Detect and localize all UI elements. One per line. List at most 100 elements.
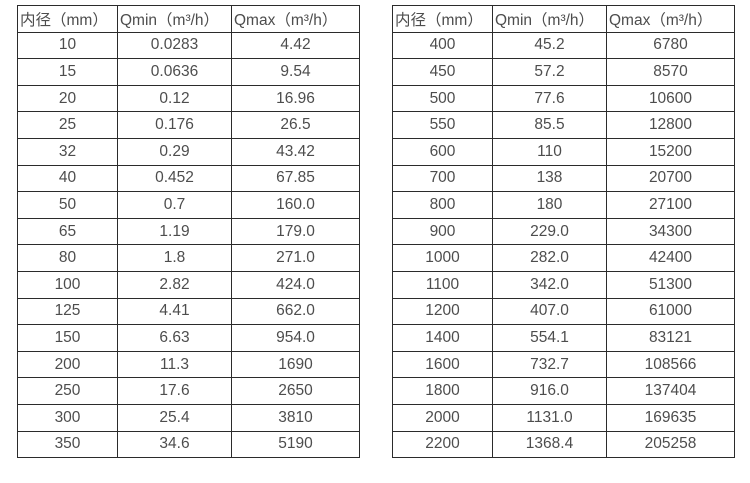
table-row: 700 138 20700 [392, 164, 735, 193]
table-cell: 2200 [392, 430, 493, 459]
table-cell: 342.0 [492, 270, 607, 299]
table-cell: 6.63 [117, 324, 232, 352]
table-cell: 2000 [392, 403, 493, 432]
table-cell: 169635 [606, 403, 735, 432]
table-cell: 45.2 [492, 31, 607, 60]
table-cell: 80 [17, 244, 118, 272]
table-cell: 2650 [231, 377, 360, 405]
table-cell: 700 [392, 164, 493, 193]
table-row: 1100 342.0 51300 [392, 270, 735, 299]
table-row: 1200 407.0 61000 [392, 297, 735, 326]
table-cell: 160.0 [231, 191, 360, 219]
table-row: 250 17.6 2650 [17, 377, 360, 405]
table-row: 15 0.0636 9.54 [17, 58, 360, 86]
table-cell: 271.0 [231, 244, 360, 272]
table-row: 1400 554.1 83121 [392, 324, 735, 352]
table-cell: 180 [492, 191, 607, 219]
table-row: 100 2.82 424.0 [17, 270, 360, 299]
table-cell: 20700 [606, 164, 735, 193]
table-cell: 27100 [606, 191, 735, 219]
table-cell: 57.2 [492, 58, 607, 86]
flow-table-small-diameters: 内径（mm） Qmin（m³/h） Qmax（m³/h） 10 0.0283 4.4… [17, 5, 360, 459]
table-cell: 554.1 [492, 324, 607, 352]
table-cell: 900 [392, 217, 493, 246]
table-cell: 15200 [606, 137, 735, 166]
table-cell: 662.0 [231, 297, 360, 326]
table-row: 40 0.452 67.85 [17, 164, 360, 193]
table-row: 32 0.29 43.42 [17, 137, 360, 166]
table-row: 900 229.0 34300 [392, 217, 735, 246]
table-cell: 0.176 [117, 111, 232, 139]
table-cell: 25 [17, 111, 118, 139]
table-cell: 1800 [392, 377, 493, 405]
table-cell: 50 [17, 191, 118, 219]
table-row: 800 180 27100 [392, 191, 735, 219]
table-cell: 205258 [606, 430, 735, 459]
table-cell: 1600 [392, 350, 493, 379]
table-cell: 10 [17, 31, 118, 60]
table-row: 550 85.5 12800 [392, 111, 735, 139]
table-cell: 42400 [606, 244, 735, 272]
table-cell: 2.82 [117, 270, 232, 299]
table-cell: 137404 [606, 377, 735, 405]
table-row: 20 0.12 16.96 [17, 84, 360, 113]
table-cell: 65 [17, 217, 118, 246]
table-row: 300 25.4 3810 [17, 403, 360, 432]
table-cell: 67.85 [231, 164, 360, 193]
table-cell: 1131.0 [492, 403, 607, 432]
column-header-qmax: Qmax（m³/h） [606, 5, 735, 33]
table-cell: 100 [17, 270, 118, 299]
table-row: 10 0.0283 4.42 [17, 31, 360, 60]
table-cell: 10600 [606, 84, 735, 113]
table-cell: 200 [17, 350, 118, 379]
table-row: 150 6.63 954.0 [17, 324, 360, 352]
table-cell: 150 [17, 324, 118, 352]
table-cell: 17.6 [117, 377, 232, 405]
table-cell: 0.0283 [117, 31, 232, 60]
column-header-qmax: Qmax（m³/h） [231, 5, 360, 33]
table-cell: 1000 [392, 244, 493, 272]
table-cell: 800 [392, 191, 493, 219]
table-cell: 0.7 [117, 191, 232, 219]
table-cell: 83121 [606, 324, 735, 352]
table-cell: 3810 [231, 403, 360, 432]
table-cell: 550 [392, 111, 493, 139]
table-cell: 51300 [606, 270, 735, 299]
table-cell: 350 [17, 430, 118, 459]
table-cell: 108566 [606, 350, 735, 379]
column-header-inner-diameter: 内径（mm） [17, 5, 118, 33]
table-row: 500 77.6 10600 [392, 84, 735, 113]
table-row: 400 45.2 6780 [392, 31, 735, 60]
table-cell: 9.54 [231, 58, 360, 86]
table-cell: 600 [392, 137, 493, 166]
table-cell: 110 [492, 137, 607, 166]
table-cell: 282.0 [492, 244, 607, 272]
table-cell: 0.12 [117, 84, 232, 113]
table-cell: 138 [492, 164, 607, 193]
table-row: 600 110 15200 [392, 137, 735, 166]
table-row: 2200 1368.4 205258 [392, 430, 735, 459]
table-row: 1000 282.0 42400 [392, 244, 735, 272]
table-cell: 25.4 [117, 403, 232, 432]
table-cell: 26.5 [231, 111, 360, 139]
table-cell: 12800 [606, 111, 735, 139]
table-row: 50 0.7 160.0 [17, 191, 360, 219]
table-row: 1800 916.0 137404 [392, 377, 735, 405]
table-row: 200 11.3 1690 [17, 350, 360, 379]
table-row: 450 57.2 8570 [392, 58, 735, 86]
table-header-row: 内径（mm） Qmin（m³/h） Qmax（m³/h） [17, 5, 360, 33]
table-cell: 125 [17, 297, 118, 326]
table-cell: 1.19 [117, 217, 232, 246]
table-cell: 77.6 [492, 84, 607, 113]
table-cell: 85.5 [492, 111, 607, 139]
table-cell: 34300 [606, 217, 735, 246]
table-cell: 229.0 [492, 217, 607, 246]
table-cell: 20 [17, 84, 118, 113]
table-cell: 954.0 [231, 324, 360, 352]
table-cell: 0.29 [117, 137, 232, 166]
table-row: 25 0.176 26.5 [17, 111, 360, 139]
table-row: 2000 1131.0 169635 [392, 403, 735, 432]
table-cell: 179.0 [231, 217, 360, 246]
table-cell: 40 [17, 164, 118, 193]
